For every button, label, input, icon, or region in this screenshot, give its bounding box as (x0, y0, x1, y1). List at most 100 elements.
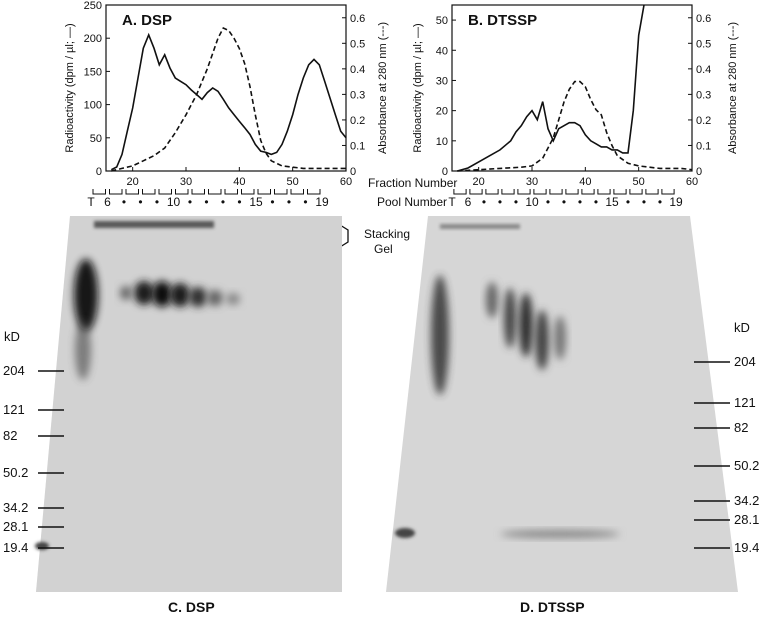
plot-b-ytick-label: 40 (436, 45, 448, 57)
plot-a-ytick-label: 250 (84, 0, 102, 12)
gel-d-low-band-row (500, 530, 620, 538)
pools-right-pool-label: • (562, 195, 566, 209)
plot-a-frame (105, 4, 347, 172)
pool-brackets-right: T 6 • • • 10 • • • • 15 • • • 19 (448, 189, 683, 209)
plot-b-xtick-label: 60 (686, 176, 698, 188)
pools-left-pool-label: • (237, 195, 241, 209)
pools-left-bracket (175, 189, 189, 195)
plot-b-absorbance-line (457, 80, 693, 172)
plot-a-y2tick-label: 0.6 (350, 13, 365, 25)
pools-right-pool-label: • (626, 195, 630, 209)
gel-c (35, 216, 342, 592)
marker-right-label: 50.2 (734, 458, 759, 473)
pools-left-pool-label: • (188, 195, 192, 209)
plot-b-y2tick-label: 0.4 (696, 64, 711, 76)
plot-a-absorbance-line (111, 26, 346, 172)
plot-b-ylabel: Radioactivity (dpm / µl; —) (412, 23, 424, 152)
pool-number-label: Pool Number (377, 195, 447, 209)
marker-right-label: 121 (734, 395, 756, 410)
plot-a-ytick-label: 0 (96, 166, 102, 178)
plot-b-frame (451, 4, 693, 172)
marker-left-label: 19.4 (3, 540, 28, 555)
kd-label-right: kD (734, 320, 750, 335)
pools-right-pool-label: • (658, 195, 662, 209)
pools-left-pool-label: • (155, 195, 159, 209)
pools-left-bracket (125, 189, 139, 195)
pools-left-pool-label: 6 (104, 195, 111, 209)
pools-right-bracket (517, 189, 531, 195)
gel-d-smear-2 (504, 288, 516, 348)
plot-b-lines (457, 4, 693, 172)
plot-b-xtick-label: 20 (473, 176, 485, 188)
pools-left-bracket (241, 189, 255, 195)
plot-a-title: A. DSP (122, 12, 172, 29)
pools-right-pool-label: 6 (465, 195, 472, 209)
pools-right-bracket (485, 189, 499, 195)
pools-right-pool-label: • (514, 195, 518, 209)
gel-c-background (36, 216, 342, 592)
gel-d-smear-1 (486, 282, 498, 318)
gel-c-band-7 (120, 286, 132, 300)
gel-d-smear-5 (554, 316, 566, 360)
plot-a-radioactivity-line (110, 32, 347, 171)
marker-right-label: 82 (734, 420, 748, 435)
pools-right-bracket (645, 189, 659, 195)
caption-d: D. DTSSP (520, 599, 585, 615)
marker-left-label: 34.2 (3, 500, 28, 515)
pools-left-bracket (274, 189, 288, 195)
marker-left-label: 204 (3, 363, 25, 378)
pools-left-bracket (109, 189, 123, 195)
plot-a-y2tick-label: 0.2 (350, 115, 365, 127)
pools-left-pool-label: • (221, 195, 225, 209)
kd-label-left: kD (4, 329, 20, 344)
marker-right-label: 19.4 (734, 540, 759, 555)
pools-left-pool-label: • (270, 195, 274, 209)
plot-b-y2tick-label: 0.6 (696, 13, 711, 25)
gel-c-band-6 (226, 293, 240, 305)
stacking-brace-left (339, 224, 349, 248)
gel-c-shading (36, 216, 342, 592)
gel-c-band-3 (170, 283, 190, 307)
pools-right-pool-label: • (578, 195, 582, 209)
pools-right-bracket (549, 189, 563, 195)
stacking-label: Stacking (364, 227, 410, 241)
pools-left-bracket (307, 189, 321, 195)
pools-right-pool-label: • (498, 195, 502, 209)
gel-d (386, 216, 738, 592)
pools-right-pool-label: • (642, 195, 646, 209)
pools-left-bracket (290, 189, 304, 195)
marker-right-label: 204 (734, 354, 756, 369)
plot-a-ylabel: Radioactivity (dpm / µl; —) (64, 23, 76, 152)
pools-right-bracket (453, 189, 467, 195)
plot-b-radioactivity-line (457, 4, 645, 172)
plot-b-ytick-label: 50 (436, 15, 448, 27)
pools-left-pool-label: • (287, 195, 291, 209)
plot-a-y2tick-label: 0 (350, 166, 356, 178)
plot-b-ytick-label: 30 (436, 75, 448, 87)
pools-right-pool-label: 19 (669, 195, 683, 209)
plot-a-y2tick-label: 0.1 (350, 140, 365, 152)
plot-a-ytick-label: 150 (84, 66, 102, 78)
gel-c-lane-t-smear (74, 259, 98, 331)
gel-label: Gel (374, 242, 393, 256)
plot-b-y2tick-label: 0.5 (696, 38, 711, 50)
plot-a-xtick-label: 50 (287, 176, 299, 188)
pools-left-bracket (158, 189, 172, 195)
marker-right-label: 34.2 (734, 493, 759, 508)
plot-a-y2tick-label: 0.3 (350, 89, 365, 101)
plot-b-xtick-label: 50 (633, 176, 645, 188)
gel-c-band-5 (207, 290, 223, 306)
pools-right-bracket (581, 189, 595, 195)
pools-right-pool-label: • (482, 195, 486, 209)
pools-right-pool-label: 10 (525, 195, 539, 209)
pools-left-pool-label: • (138, 195, 142, 209)
pools-left-bracket (191, 189, 205, 195)
gel-c-band-2 (152, 281, 172, 307)
gel-d-smear-3 (519, 293, 533, 357)
pools-left-pool-label: T (87, 195, 95, 209)
fraction-number-label: Fraction Number (368, 176, 457, 190)
plot-b-xtick-label: 40 (579, 176, 591, 188)
pools-right-bracket (661, 189, 675, 195)
